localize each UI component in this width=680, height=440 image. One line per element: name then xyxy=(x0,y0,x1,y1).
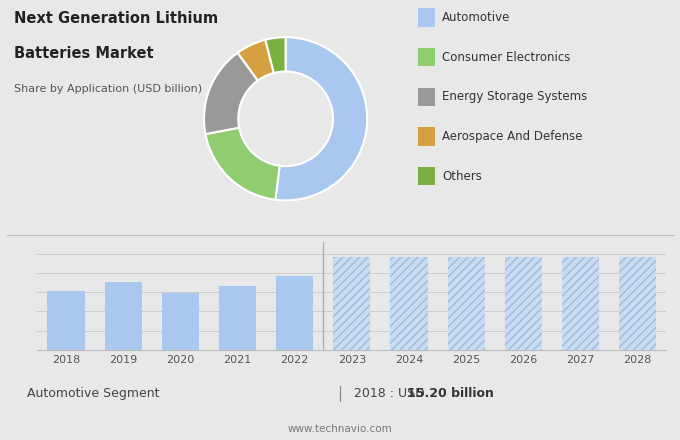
Wedge shape xyxy=(275,37,367,200)
Text: Batteries Market: Batteries Market xyxy=(14,46,153,61)
Bar xyxy=(219,286,256,350)
Bar xyxy=(505,257,542,350)
Wedge shape xyxy=(237,40,274,81)
Text: Energy Storage Systems: Energy Storage Systems xyxy=(442,90,588,103)
Bar xyxy=(562,257,599,350)
Wedge shape xyxy=(265,37,286,73)
Bar xyxy=(48,291,84,350)
Bar xyxy=(447,257,485,350)
Bar xyxy=(333,257,371,350)
Bar xyxy=(447,257,485,350)
Text: www.technavio.com: www.technavio.com xyxy=(288,424,392,434)
Text: Automotive Segment: Automotive Segment xyxy=(27,387,160,400)
Text: Next Generation Lithium: Next Generation Lithium xyxy=(14,11,218,26)
Bar xyxy=(162,293,199,350)
Text: Aerospace And Defense: Aerospace And Defense xyxy=(442,130,583,143)
Bar xyxy=(276,276,313,350)
Text: Share by Application (USD billion): Share by Application (USD billion) xyxy=(14,84,202,94)
Text: |: | xyxy=(337,386,343,402)
Bar xyxy=(105,282,141,350)
Bar xyxy=(562,257,599,350)
Text: Automotive: Automotive xyxy=(442,11,511,24)
Bar xyxy=(619,257,656,350)
Wedge shape xyxy=(205,128,279,200)
Wedge shape xyxy=(204,53,258,134)
Bar xyxy=(390,257,428,350)
Text: 15.20 billion: 15.20 billion xyxy=(407,387,494,400)
Bar xyxy=(390,257,428,350)
Bar xyxy=(505,257,542,350)
Bar xyxy=(619,257,656,350)
Text: 2018 : USD: 2018 : USD xyxy=(354,387,428,400)
Text: Consumer Electronics: Consumer Electronics xyxy=(442,51,571,64)
Text: Others: Others xyxy=(442,169,482,183)
Bar xyxy=(333,257,371,350)
